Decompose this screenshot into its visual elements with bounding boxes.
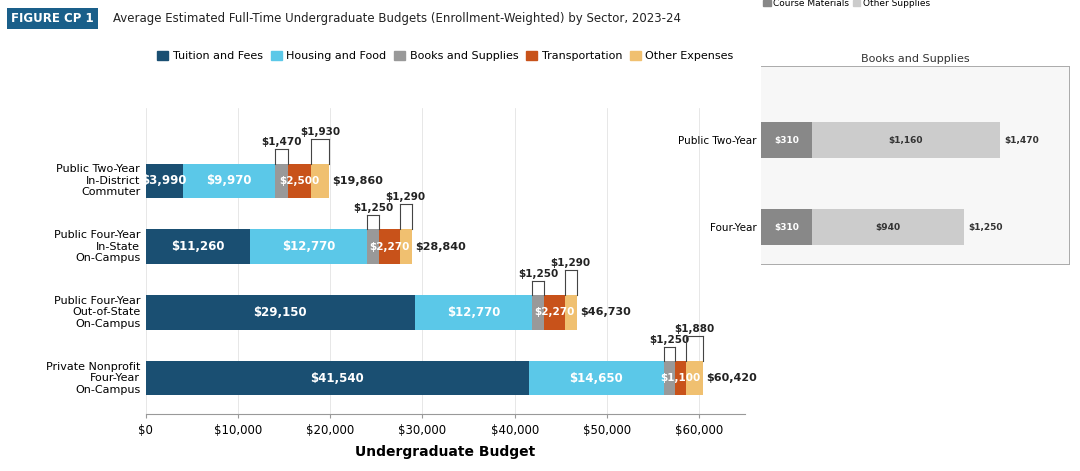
Text: $9,970: $9,970 [206, 174, 252, 187]
Text: $2,270: $2,270 [369, 242, 409, 252]
Bar [544, 295, 565, 330]
Text: $1,930: $1,930 [300, 127, 340, 137]
Text: $940: $940 [875, 223, 901, 232]
Bar [288, 163, 311, 198]
Bar [146, 361, 529, 395]
Text: $1,250: $1,250 [518, 269, 558, 279]
Text: $310: $310 [774, 136, 799, 145]
Bar [761, 209, 812, 245]
Text: $46,730: $46,730 [580, 308, 631, 317]
Bar [311, 163, 329, 198]
Legend: Course Materials, Other Supplies: Course Materials, Other Supplies [759, 0, 933, 11]
Text: FIGURE CP 1: FIGURE CP 1 [11, 12, 94, 25]
Text: $60,420: $60,420 [706, 374, 757, 383]
Text: $28,840: $28,840 [416, 242, 467, 252]
Bar [565, 295, 577, 330]
Bar [812, 122, 1000, 158]
Text: $1,470: $1,470 [1004, 136, 1039, 145]
Bar [532, 295, 544, 330]
Text: $12,770: $12,770 [447, 306, 500, 319]
Bar [274, 163, 288, 198]
Bar [675, 361, 686, 395]
Text: $2,270: $2,270 [535, 308, 575, 317]
Bar [400, 229, 411, 264]
Text: $3,990: $3,990 [141, 174, 187, 187]
Bar [183, 163, 274, 198]
Text: $1,160: $1,160 [889, 136, 922, 145]
Bar [761, 122, 812, 158]
Bar [529, 361, 664, 395]
Bar [415, 295, 532, 330]
Text: $1,250: $1,250 [353, 203, 393, 213]
Bar [146, 295, 415, 330]
Text: $41,540: $41,540 [310, 372, 364, 385]
Bar [146, 163, 183, 198]
Text: $1,290: $1,290 [386, 193, 426, 203]
Text: $14,650: $14,650 [569, 372, 623, 385]
Text: Books and Supplies: Books and Supplies [861, 54, 970, 64]
Text: Average Estimated Full-Time Undergraduate Budgets (Enrollment-Weighted) by Secto: Average Estimated Full-Time Undergraduat… [113, 12, 681, 25]
Text: $11,260: $11,260 [171, 240, 225, 253]
Text: $1,250: $1,250 [649, 335, 690, 345]
X-axis label: Undergraduate Budget: Undergraduate Budget [355, 445, 536, 459]
Text: $12,770: $12,770 [282, 240, 335, 253]
Bar [379, 229, 400, 264]
Bar [249, 229, 367, 264]
Text: $1,290: $1,290 [551, 258, 591, 268]
Text: $29,150: $29,150 [254, 306, 307, 319]
Text: $2,500: $2,500 [280, 176, 320, 186]
Text: $19,860: $19,860 [333, 176, 383, 186]
Text: $1,250: $1,250 [969, 223, 1003, 232]
Bar [146, 229, 249, 264]
Text: $310: $310 [774, 223, 799, 232]
Bar [812, 209, 964, 245]
Text: $1,880: $1,880 [674, 324, 715, 334]
Bar [367, 229, 379, 264]
Legend: Tuition and Fees, Housing and Food, Books and Supplies, Transportation, Other Ex: Tuition and Fees, Housing and Food, Book… [153, 47, 738, 65]
Text: $1,100: $1,100 [661, 374, 701, 383]
Bar [686, 361, 703, 395]
Bar [664, 361, 675, 395]
Text: $1,470: $1,470 [261, 137, 301, 147]
